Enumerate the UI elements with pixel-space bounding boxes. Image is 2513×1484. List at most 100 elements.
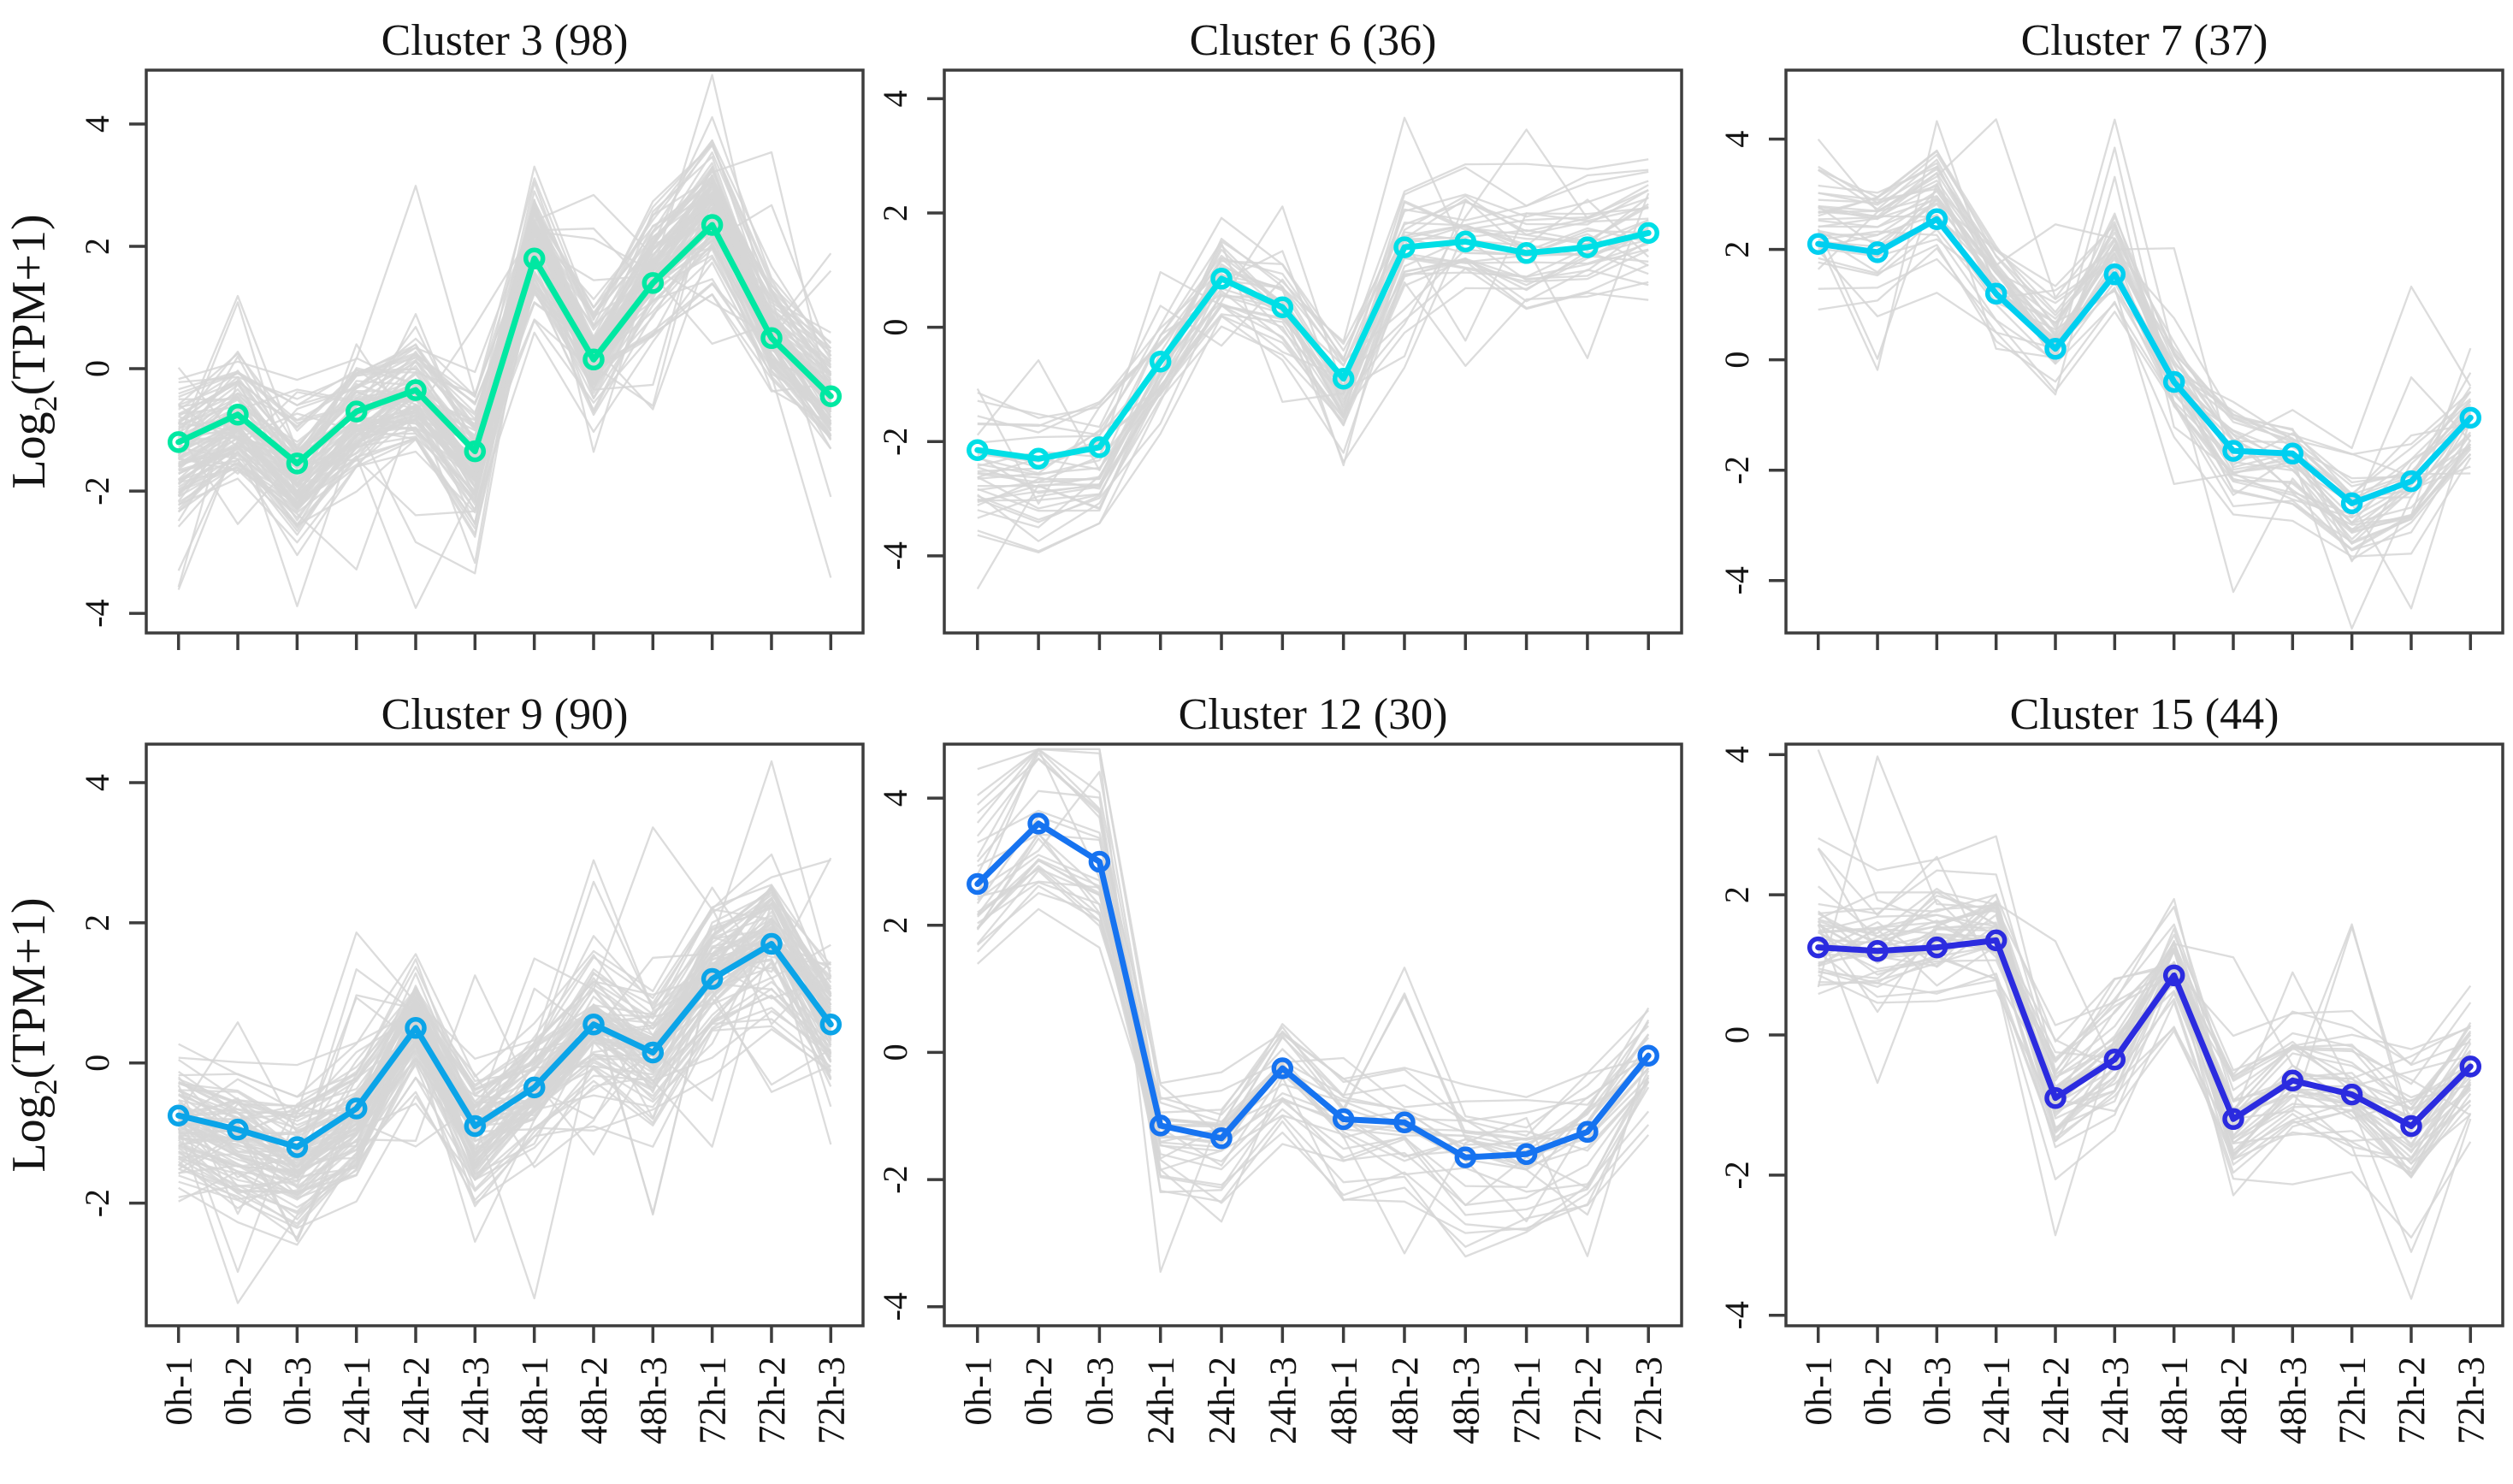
mean-point-0h-1 (967, 872, 989, 896)
y-tick-label: 0 (1718, 352, 1756, 369)
mean-point-72h-3 (1637, 222, 1659, 245)
x-tick-label: 24h-2 (1201, 1357, 1243, 1445)
gene-profile-line (1818, 927, 2471, 1078)
gene-profile-lines (177, 74, 832, 609)
y-axis: -4 -2 0 2 4 (1718, 746, 1786, 1329)
x-axis (976, 633, 1650, 650)
gene-profile-line (178, 115, 832, 446)
mean-point-72h-3 (2459, 406, 2482, 429)
x-tick-label: 0h-3 (1079, 1357, 1121, 1426)
gene-profile-line (178, 891, 832, 1130)
gene-profile-line (1818, 257, 2471, 519)
mean-point-24h-3 (1271, 296, 1294, 318)
gene-profile-line (976, 748, 1650, 1170)
y-axis: -4 -2 0 2 4 (1718, 131, 1786, 594)
y-tick-label: -2 (78, 476, 116, 505)
x-axis (176, 633, 833, 650)
mean-point-24h-3 (1271, 1057, 1294, 1079)
y-tick-label: -4 (78, 599, 116, 627)
x-tick-label: 0h-2 (1018, 1357, 1060, 1426)
mean-point-0h-3 (286, 1136, 309, 1158)
gene-profile-line (977, 867, 1650, 1257)
mean-point-48h-1 (2162, 370, 2185, 393)
gene-profile-line (178, 898, 832, 1215)
plot-box (943, 68, 1683, 635)
plot-box (145, 68, 865, 635)
gene-profile-lines (1817, 118, 2472, 630)
mean-point-72h-3 (1637, 1044, 1659, 1067)
gene-profile-line (1818, 890, 2472, 1156)
x-tick-label: 24h-2 (2035, 1357, 2077, 1445)
mean-point-48h-1 (1332, 367, 1355, 390)
gene-profile-line (178, 886, 832, 1118)
mean-point-0h-3 (1925, 208, 1948, 230)
panel-cluster-9: Cluster 9 (90) -2 0 2 4 0h-1 0h-2 0h-3 24h-1 24h-… (3, 690, 865, 1445)
x-tick-label: 48h-3 (632, 1357, 674, 1445)
gene-profile-line (177, 261, 832, 578)
gene-profile-line (977, 169, 1649, 490)
gene-profile-line (1817, 749, 2472, 1154)
gene-profile-line (1818, 202, 2472, 495)
gene-profile-line (977, 748, 1650, 1274)
gene-profile-line (1818, 183, 2472, 563)
mean-point-72h-2 (2400, 1114, 2422, 1138)
y-tick-label: 4 (78, 774, 116, 791)
y-tick-label: 2 (876, 917, 914, 934)
gene-profile-line (1818, 973, 2472, 1253)
y-tick-label: 4 (1718, 746, 1756, 763)
x-tick-label: 48h-2 (573, 1357, 615, 1445)
cluster-mean-line (175, 222, 834, 467)
y-axis-label: Log2(TPM+1) (3, 897, 64, 1172)
gene-profile-line (977, 196, 1649, 511)
gene-profile-line (1817, 120, 2472, 518)
plot-box (943, 742, 1683, 1327)
gene-profile-line (977, 854, 1649, 1149)
panel-title: Cluster 15 (44) (2010, 690, 2279, 739)
gene-profile-line (977, 267, 1649, 467)
x-tick-label: 0h-1 (957, 1357, 999, 1426)
y-tick-label: -2 (1718, 1161, 1756, 1189)
mean-point-0h-1 (1806, 233, 1830, 255)
gene-profile-line (1818, 162, 2472, 530)
gene-profile-line (1818, 199, 2472, 535)
mean-point-72h-2 (2400, 470, 2422, 493)
x-tick-label: 72h-3 (2450, 1357, 2492, 1445)
mean-point-0h-2 (227, 1118, 249, 1141)
gene-profile-line (976, 789, 1650, 1248)
x-tick-label: 72h-1 (1506, 1357, 1548, 1445)
y-tick-label: 0 (78, 1055, 116, 1072)
y-tick-label: 2 (876, 204, 914, 222)
gene-profile-line (977, 257, 1649, 542)
gene-profile-line (976, 865, 1650, 1167)
y-tick-label: 4 (876, 90, 914, 107)
gene-profile-line (977, 207, 1649, 428)
mean-point-48h-2 (582, 1013, 605, 1036)
y-tick-label: 0 (876, 319, 914, 336)
gene-profile-line (976, 815, 1650, 1206)
mean-point-72h-1 (1515, 242, 1538, 264)
x-tick-label: 72h-1 (2332, 1357, 2374, 1445)
y-tick-label: 0 (876, 1044, 914, 1061)
mean-point-48h-2 (1393, 236, 1416, 258)
gene-profile-line (976, 858, 1650, 1232)
mean-point-24h-1 (345, 1097, 368, 1120)
mean-point-72h-1 (701, 967, 724, 990)
y-tick-label: 4 (78, 115, 116, 133)
mean-point-48h-1 (1332, 1108, 1355, 1131)
panel-cluster-7: Cluster 7 (37) -4 -2 0 2 4 (1718, 16, 2504, 650)
y-tick-label: -4 (876, 541, 914, 570)
mean-point-24h-1 (1149, 1114, 1172, 1137)
mean-point-0h-1 (967, 439, 989, 461)
gene-profile-line (1818, 902, 2472, 1125)
gene-profile-line (178, 242, 832, 499)
mean-point-24h-2 (1210, 1127, 1233, 1150)
cluster-mean-line (1815, 216, 2474, 506)
gene-profile-line (1818, 172, 2472, 545)
x-tick-label: 48h-3 (2272, 1357, 2314, 1445)
x-tick-label: 0h-1 (158, 1357, 200, 1426)
panel-title: Cluster 6 (36) (1190, 16, 1437, 65)
gene-profile-lines (1817, 749, 2472, 1300)
x-tick-label: 24h-1 (1140, 1357, 1182, 1445)
mean-point-72h-3 (819, 1013, 843, 1036)
